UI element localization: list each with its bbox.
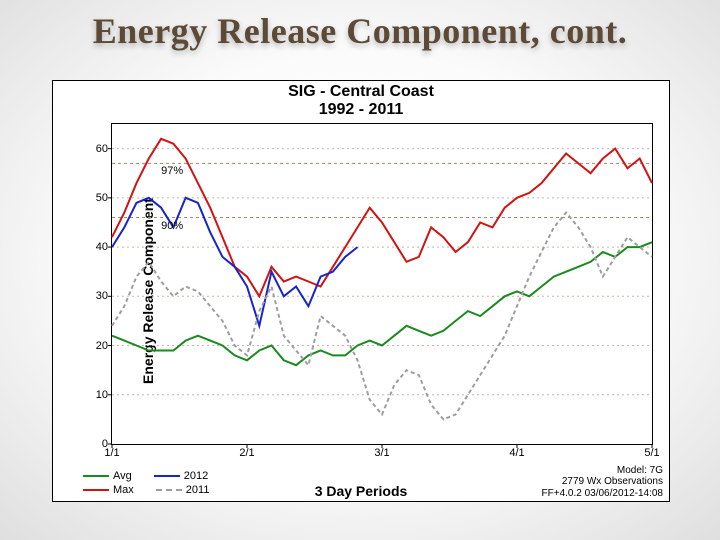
- y-tick-label: 30: [96, 290, 108, 302]
- y-tick-label: 20: [96, 340, 108, 352]
- footer-line2: 2779 Wx Observations: [542, 476, 663, 488]
- chart-title-line1: SIG - Central Coast: [288, 83, 434, 100]
- x-tick-label: 2/1: [239, 447, 254, 459]
- legend-swatch-2012: [154, 475, 180, 477]
- page-title: Energy Release Component, cont.: [0, 10, 720, 52]
- percentile-annotation: 97%: [161, 165, 183, 177]
- percentile-annotation: 90%: [161, 220, 183, 232]
- legend-swatch-avg: [83, 475, 109, 477]
- chart-title: SIG - Central Coast 1992 - 2011: [53, 83, 669, 118]
- x-tick-label: 3/1: [374, 447, 389, 459]
- footer-line3: FF+4.0.2 03/06/2012-14:08: [542, 488, 663, 500]
- chart-footer: Model: 7G 2779 Wx Observations FF+4.0.2 …: [542, 465, 663, 500]
- legend-swatch-2011: [156, 489, 182, 491]
- legend-label-max: Max: [113, 484, 134, 496]
- y-tick-label: 50: [96, 192, 108, 204]
- slide: Energy Release Component, cont. SIG - Ce…: [0, 0, 720, 540]
- chart-container: SIG - Central Coast 1992 - 2011 Energy R…: [52, 80, 670, 502]
- y-tick-label: 60: [96, 143, 108, 155]
- chart-title-line2: 1992 - 2011: [319, 101, 404, 118]
- plot-area: 01020304050601/12/13/14/15/197%90%: [111, 123, 653, 445]
- legend-swatch-max: [83, 489, 109, 491]
- x-tick-label: 1/1: [104, 447, 119, 459]
- y-tick-label: 40: [96, 241, 108, 253]
- chart-svg: [112, 124, 652, 444]
- x-tick-label: 5/1: [644, 447, 659, 459]
- footer-line1: Model: 7G: [542, 465, 663, 477]
- legend: Avg 2012 Max 2011: [83, 469, 209, 497]
- legend-label-2011: 2011: [186, 484, 210, 496]
- y-tick-label: 10: [96, 389, 108, 401]
- x-tick-label: 4/1: [509, 447, 524, 459]
- legend-label-avg: Avg: [113, 470, 132, 482]
- legend-label-2012: 2012: [184, 470, 208, 482]
